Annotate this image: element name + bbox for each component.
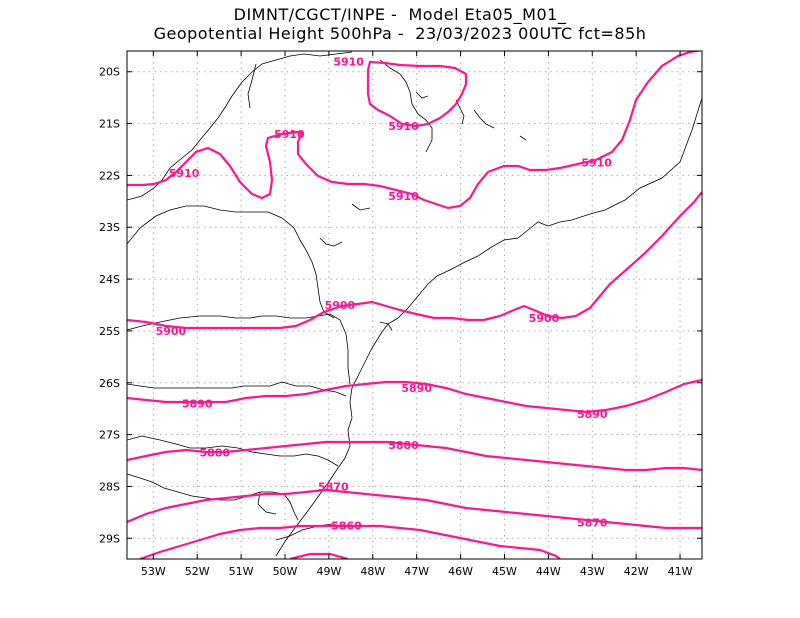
contour-label: 5870: [318, 480, 349, 493]
lon-tick-label: 45W: [492, 565, 517, 578]
inland-water-outline: [455, 99, 465, 125]
contour-line: [289, 552, 349, 559]
inland-water-outline: [319, 237, 343, 247]
lon-tick-label: 51W: [229, 565, 254, 578]
lon-tick-label: 47W: [404, 565, 429, 578]
contour-label: 5910: [388, 190, 419, 203]
lat-tick-label: 28S: [99, 480, 120, 493]
coast-border-line: [247, 63, 257, 109]
lon-tick-label: 46W: [448, 565, 473, 578]
lat-tick-label: 26S: [99, 377, 120, 390]
contour-label: 5890: [577, 408, 608, 421]
lon-tick-label: 43W: [580, 565, 605, 578]
lat-tick-label: 24S: [99, 273, 120, 286]
coast-border-line: [127, 313, 351, 385]
axis-ticks: 20S 21S 22S 23S 24S 25S 26S 27S 28S 29S 53W 52W 51W 5…: [99, 51, 702, 578]
contour-labels: 5910 5910 5910 5910 5910 5910 5900 5900 5900 5890…: [156, 55, 613, 532]
height-contours: [127, 51, 702, 559]
lon-tick-label: 44W: [536, 565, 561, 578]
inland-water-outline: [379, 321, 393, 331]
map-title-line1: DIMNT/CGCT/INPE - Model Eta05_M01_: [233, 5, 567, 24]
contour-line: [127, 440, 702, 472]
lon-tick-label: 52W: [185, 565, 210, 578]
contour-label: 5870: [577, 517, 608, 530]
lon-tick-label: 48W: [360, 565, 385, 578]
contour-label: 5900: [529, 312, 560, 325]
contour-label: 5910: [169, 167, 200, 180]
lat-tick-label: 20S: [99, 66, 120, 79]
lon-tick-label: 42W: [624, 565, 649, 578]
contour-label: 5880: [199, 447, 230, 460]
contour-line: [127, 191, 702, 330]
contour-line: [127, 378, 702, 414]
map-title-line2: Geopotential Height 500hPa - 23/03/2023 …: [153, 24, 647, 43]
lon-tick-label: 41W: [668, 565, 693, 578]
inland-water-outline: [351, 203, 371, 211]
contour-label: 5910: [274, 128, 305, 141]
contour-label: 5900: [156, 325, 187, 338]
lat-tick-label: 23S: [99, 221, 120, 234]
coast-border-line: [275, 97, 702, 557]
coast-border-line: [127, 381, 347, 397]
contour-label: 5900: [325, 299, 356, 312]
contour-label: 5880: [388, 439, 419, 452]
contour-label: 5890: [401, 382, 432, 395]
contour-label: 5910: [388, 120, 419, 133]
map-frame: [126, 50, 703, 560]
coast-border-line: [127, 205, 335, 319]
contour-label: 5910: [333, 55, 364, 68]
inland-water-outline: [519, 135, 527, 141]
inland-water-outline: [473, 109, 495, 129]
lat-tick-label: 29S: [99, 532, 120, 545]
graticule: [127, 51, 702, 559]
coastline-and-borders: [127, 51, 702, 557]
contour-line: [366, 60, 468, 128]
coast-border-line: [257, 491, 277, 515]
coast-border-line: [127, 473, 299, 521]
lat-tick-label: 25S: [99, 325, 120, 338]
contour-line: [139, 524, 561, 559]
lon-tick-label: 53W: [141, 565, 166, 578]
coast-border-line: [127, 51, 353, 201]
lat-tick-label: 21S: [99, 118, 120, 131]
lat-tick-label: 27S: [99, 429, 120, 442]
coast-border-line: [379, 59, 433, 153]
inland-water-outline: [415, 91, 429, 99]
contour-line: [127, 51, 702, 210]
lon-tick-label: 50W: [273, 565, 298, 578]
contour-label: 5890: [182, 397, 213, 410]
contour-line: [127, 488, 702, 530]
lon-tick-label: 49W: [316, 565, 341, 578]
contour-label: 5910: [581, 156, 612, 169]
lat-tick-label: 22S: [99, 169, 120, 182]
contour-label: 5860: [331, 519, 362, 532]
